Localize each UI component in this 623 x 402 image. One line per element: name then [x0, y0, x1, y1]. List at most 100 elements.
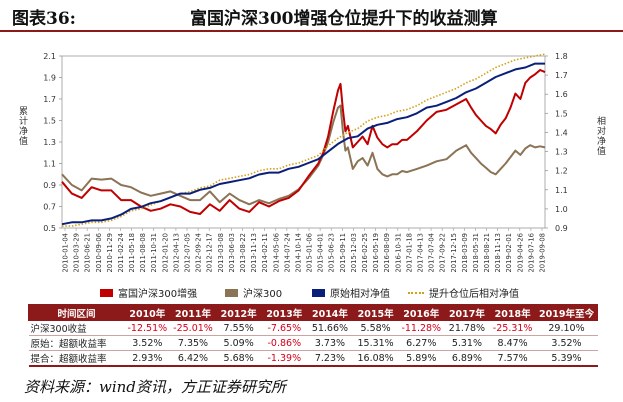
- table-header-cell: 2013年: [260, 304, 308, 321]
- y-right-tick-label: 1.8: [555, 52, 568, 61]
- table-header-cell: 2012年: [215, 304, 262, 321]
- table-cell: -11.28%: [398, 320, 445, 336]
- y-left-tick-label: 0.7: [43, 203, 56, 212]
- x-tick-label: 2015-01-06: [306, 233, 314, 273]
- table-cell: 3.52%: [535, 335, 598, 351]
- x-tick-label: 2013-06-03: [228, 233, 236, 273]
- table-header-cell: 2015年: [352, 304, 399, 321]
- table-cell: 16.08%: [352, 350, 399, 367]
- x-tick-label: 2010-01-04: [62, 233, 70, 273]
- legend-swatch-raised: [408, 291, 424, 294]
- table-cell: 5.09%: [215, 335, 262, 351]
- table-row: 原始：超额收益率 3.52% 7.35% 5.09% -0.86% 3.73% 15.31%…: [28, 335, 598, 351]
- x-tick-label: 2017-07-04: [428, 233, 436, 273]
- table-cell: 3.52%: [124, 335, 171, 351]
- x-tick-label: 2013-03-08: [217, 233, 225, 273]
- x-tick-label: 2014-07-24: [283, 233, 291, 273]
- y-left-tick-label: 1.5: [43, 117, 56, 126]
- table-cell: 51.66%: [307, 320, 353, 336]
- y-right-tick-label: 1.2: [555, 167, 568, 176]
- table-row-label: 原始：超额收益率: [28, 335, 125, 351]
- x-tick-label: 2018-03-09: [461, 233, 469, 273]
- x-tick-label: 2011-10-31: [150, 233, 158, 273]
- table-cell: 15.31%: [352, 335, 399, 351]
- table-cell: 5.58%: [352, 320, 399, 336]
- x-tick-label: 2013-11-13: [250, 233, 258, 273]
- table-cell: -25.01%: [170, 320, 216, 336]
- x-tick-label: 2012-04-13: [172, 233, 180, 273]
- y-left-tick-label: 1.7: [43, 95, 56, 104]
- x-tick-label: 2011-08-08: [139, 233, 147, 273]
- x-tick-label: 2014-10-14: [294, 233, 302, 273]
- x-tick-label: 2015-06-23: [328, 233, 336, 273]
- table-cell: 6.89%: [444, 350, 490, 367]
- table-cell: 8.47%: [489, 335, 536, 351]
- figure-title: 富国沪深300增强仓位提升下的收益测算: [190, 9, 498, 29]
- y-right-tick-label: 1.6: [555, 90, 568, 99]
- table-header-row: 时间区间 2010年 2011年 2012年 2013年 2014年 2015年…: [28, 304, 598, 321]
- y-right-tick-label: 1.4: [555, 128, 568, 137]
- series-line-original: [61, 62, 545, 226]
- series-line-fund: [61, 69, 546, 215]
- performance-table: 时间区间 2010年 2011年 2012年 2013年 2014年 2015年…: [28, 304, 598, 367]
- table-cell: -0.86%: [261, 335, 308, 351]
- chart-legend: 富国沪深300增强 沪深300 原始相对净值 提升仓位后相对净值: [0, 282, 623, 302]
- y-right-tick-label: 1.3: [555, 148, 568, 157]
- x-tick-label: 2019-07-16: [527, 233, 535, 273]
- legend-label-original: 原始相对净值: [330, 289, 390, 300]
- y-left-tick-label: 2.1: [43, 52, 56, 61]
- table-cell: 21.78%: [444, 320, 490, 336]
- table-header-cell: 2017年: [443, 304, 491, 321]
- legend-swatch-fund: [100, 288, 113, 297]
- x-tick-label: 2015-09-11: [339, 233, 347, 273]
- table-cell: 6.42%: [170, 350, 216, 367]
- legend-swatch-original: [312, 288, 325, 297]
- table-row-label: 沪深300收益: [28, 320, 125, 336]
- x-tick-label: 2019-02-01: [505, 233, 513, 273]
- legend-label-fund: 富国沪深300增强: [118, 289, 198, 300]
- table-header-cell: 2014年: [306, 304, 354, 321]
- legend-label-raised: 提升仓位后相对净值: [429, 289, 519, 300]
- table-cell: -25.31%: [489, 320, 536, 336]
- legend-item-original: 原始相对净值: [312, 285, 390, 300]
- line-chart: 0.5 0.7 0.9 1.1 1.3 1.5 1.7 1.9 2.1 0.9 1.0 1.1 1.2 1…: [17, 52, 606, 273]
- x-tick-label: 2010-09-06: [95, 233, 103, 273]
- x-tick-label: 2018-08-21: [483, 233, 491, 273]
- x-tick-label: 2018-05-31: [472, 233, 480, 273]
- y-left-tick-label: 1.9: [43, 74, 56, 83]
- table-header-cell: 2010年: [124, 304, 171, 321]
- x-tick-label: 2014-05-06: [272, 233, 280, 273]
- x-tick-label: 2018-11-13: [494, 233, 502, 273]
- legend-item-fund: 富国沪深300增强: [100, 285, 197, 300]
- table-header-cell: 时间区间: [28, 304, 125, 321]
- x-tick-label: 2019-09-08: [539, 233, 547, 273]
- y-right-tick-label: 1.0: [555, 205, 568, 214]
- table-cell: -12.51%: [124, 320, 171, 336]
- table-cell: -7.65%: [261, 320, 308, 336]
- y-left-tick-label: 0.5: [43, 224, 56, 233]
- y-right-tick-label: 1.5: [555, 109, 568, 118]
- x-tick-label: 2019-04-26: [516, 233, 524, 273]
- y-left-tick-label: 0.9: [43, 181, 56, 190]
- x-tick-label: 2010-06-21: [84, 233, 92, 273]
- table-header-cell: 2019年至今: [535, 304, 598, 321]
- legend-label-csi300: 沪深300: [243, 289, 283, 300]
- series-line-csi300: [61, 104, 546, 206]
- table-cell: 2.93%: [124, 350, 171, 367]
- x-tick-label: 2012-09-24: [195, 233, 203, 273]
- table-cell: 5.39%: [535, 350, 598, 367]
- y-left-tick-label: 1.1: [43, 160, 56, 169]
- y-left-tick-label: 1.3: [43, 138, 56, 147]
- x-tick-label: 2015-04-01: [317, 233, 325, 273]
- x-tick-label: 2017-12-15: [450, 233, 458, 273]
- x-tick-label: 2011-05-18: [128, 233, 136, 273]
- y-left-axis-title: 累计净值: [17, 106, 28, 146]
- x-tick-label: 2014-02-11: [261, 233, 269, 273]
- table-cell: 5.68%: [215, 350, 262, 367]
- table-row: 提合：超额收益率 2.93% 6.42% 5.68% -1.39% 7.23% 16.08%…: [28, 350, 598, 367]
- table-cell: 5.31%: [444, 335, 490, 351]
- table-header-cell: 2011年: [169, 304, 217, 321]
- x-tick-label: 2012-01-20: [161, 233, 169, 273]
- y-right-axis-title: 相对净值: [595, 115, 606, 156]
- x-tick-label: 2012-12-17: [206, 233, 214, 273]
